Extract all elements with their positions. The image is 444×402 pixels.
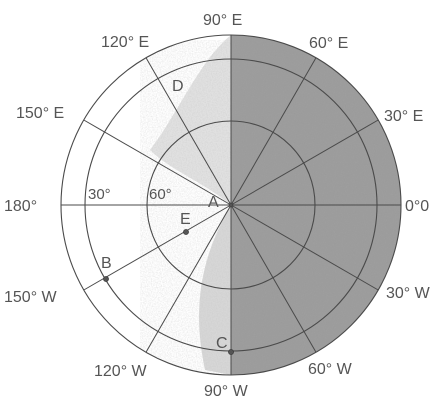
label-30W: 30° W	[386, 285, 431, 302]
label-lat-30: 30°	[88, 186, 111, 203]
label-180: 180°	[4, 198, 37, 215]
point-a-label: A	[208, 194, 219, 211]
point-c-marker	[228, 349, 233, 354]
label-90W: 90° W	[204, 383, 249, 400]
point-b-label: B	[101, 255, 112, 272]
label-lat-60: 60°	[149, 186, 172, 203]
label-60E: 60° E	[309, 35, 348, 52]
label-90E: 90° E	[203, 12, 242, 29]
label-60W: 60° W	[308, 361, 353, 378]
point-e-marker	[183, 229, 188, 234]
label-120E: 120° E	[101, 34, 149, 51]
label-150E: 150° E	[16, 105, 64, 122]
label-150W: 150° W	[4, 289, 58, 306]
label-120W: 120° W	[94, 363, 148, 380]
label-30E: 30° E	[384, 108, 423, 125]
point-e-label: E	[180, 211, 191, 228]
point-d-label: D	[172, 78, 184, 95]
point-a-marker	[229, 203, 233, 207]
point-c-label: C	[216, 335, 228, 352]
label-0: 0°0	[405, 198, 429, 215]
point-b-marker	[103, 276, 108, 281]
